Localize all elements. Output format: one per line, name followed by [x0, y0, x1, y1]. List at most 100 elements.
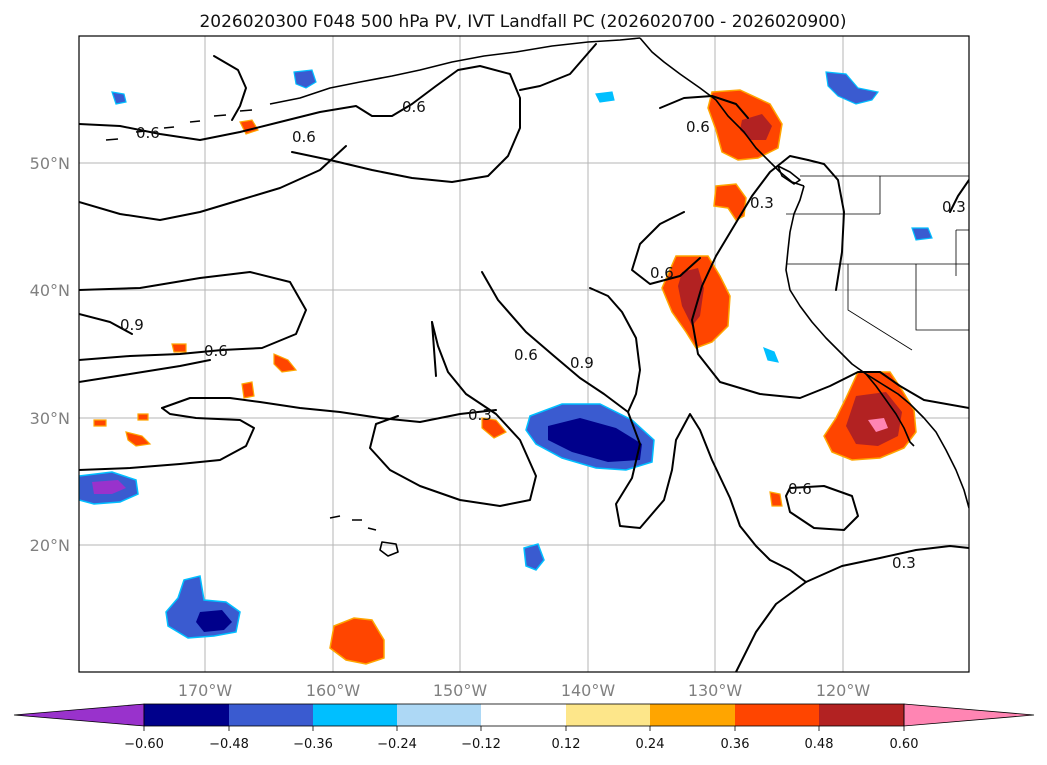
contour-label: 0.3: [750, 194, 774, 212]
figure-title: 2026020300 F048 500 hPa PV, IVT Landfall…: [199, 12, 846, 32]
colorbar-segment: [735, 704, 819, 726]
contour-line-central-south: [161, 397, 497, 423]
contour-label: 0.6: [136, 124, 160, 142]
contour-line-east-ridge: [589, 287, 641, 413]
small-positive-blob-7: [769, 491, 783, 507]
small-negative-blob-3: [595, 91, 615, 103]
small-positive-blob-9: [137, 413, 149, 421]
contour-label: 0.6: [402, 98, 426, 116]
contour-line-subpolar: [519, 43, 597, 91]
contour-label: 0.3: [468, 406, 492, 424]
colorbar-extend-high: [903, 703, 1035, 727]
contour-line-coastal-2: [807, 159, 845, 291]
colorbar-segment: [397, 704, 481, 726]
negative-core-subtropics: [548, 418, 642, 462]
contour-line-rockies: [949, 179, 969, 213]
contour-line-subtropical-ridge: [481, 271, 807, 583]
positive-core-offshore-oregon: [678, 268, 704, 326]
latitude-labels: 50°N 40°N 30°N 20°N: [30, 154, 70, 555]
contour-label: 0.6: [686, 118, 710, 136]
colorbar-tick-label: 0.24: [636, 737, 665, 752]
lat-label: 30°N: [30, 409, 70, 428]
lon-label: 120°W: [816, 681, 871, 700]
small-positive-blob-6: [481, 417, 507, 439]
lat-label: 40°N: [30, 281, 70, 300]
contour-line-coastal-trough: [691, 155, 969, 409]
pv-contours: [79, 43, 969, 672]
lon-label: 160°W: [306, 681, 361, 700]
contour-label: 0.9: [120, 316, 144, 334]
contour-label: 0.6: [204, 342, 228, 360]
contour-line-central-loop: [369, 321, 537, 507]
contour-line-north: [79, 65, 521, 183]
positive-core-baja: [846, 392, 902, 446]
contour-line-south-east: [735, 545, 969, 672]
colorbar-ticks: [143, 726, 905, 731]
alaska-coastline: [269, 37, 641, 105]
colorbar-segment: [229, 704, 313, 726]
colorbar-segment: [144, 704, 229, 726]
filled-regions: [79, 69, 933, 665]
small-positive-blob-4: [273, 353, 298, 373]
colorbar-extend-low: [13, 703, 145, 727]
lat-label: 50°N: [30, 154, 70, 173]
north-america-west-coast: [785, 185, 969, 509]
baja-peninsula: [865, 373, 915, 447]
colorbar-segment: [313, 704, 397, 726]
lon-label: 140°W: [561, 681, 616, 700]
colorbar-tick-label: −0.48: [209, 737, 249, 752]
colorbar-tick-label: 0.12: [552, 737, 581, 752]
small-negative-blob-2: [293, 69, 317, 89]
lon-label: 170°W: [178, 681, 233, 700]
contour-line-south-west: [79, 407, 255, 471]
hawaiian-islands: [329, 515, 399, 557]
contour-line-mid-west-2: [79, 313, 133, 335]
contour-line-east-south-loop: [785, 485, 859, 531]
colorbar-tick-label: −0.36: [293, 737, 333, 752]
positive-anomaly-hawaii: [329, 617, 385, 665]
colorbar-tick-label: 0.48: [805, 737, 834, 752]
negative-anomaly-central: [523, 543, 545, 571]
contour-line-mid-west: [79, 271, 307, 361]
lon-label: 130°W: [688, 681, 743, 700]
contour-line-east-loop: [631, 211, 701, 285]
colorbar-tick-label: −0.60: [124, 737, 164, 752]
map-frame: [78, 35, 970, 673]
contour-label: 0.6: [650, 264, 674, 282]
state-borders: [786, 176, 969, 351]
small-positive-blob-3: [241, 381, 255, 399]
coastlines: [105, 37, 969, 557]
lat-label: 20°N: [30, 536, 70, 555]
colorbar-tick-label: −0.24: [377, 737, 417, 752]
negative-core-far-west: [92, 480, 126, 494]
political-borders: [786, 175, 969, 351]
positive-anomaly-bc-coast: [713, 183, 747, 221]
contour-label: 0.6: [514, 346, 538, 364]
small-positive-blob-5: [125, 431, 152, 447]
colorbar-segment: [819, 704, 904, 726]
colorbar-segment: [566, 704, 650, 726]
vancouver-island: [777, 165, 801, 185]
contour-line-central-tongue: [431, 321, 437, 377]
positive-peak-baja: [868, 418, 888, 432]
longitude-labels: 170°W 160°W 150°W 140°W 130°W 120°W: [178, 681, 871, 700]
contour-line-aleutian-loop: [213, 55, 247, 121]
colorbar-outline: [143, 703, 905, 727]
colorbar-segment: [481, 704, 566, 726]
contour-labels: 0.6 0.6 0.6 0.3 0.6 0.3 0.9 0.6 0.6 0.3 …: [120, 98, 966, 572]
small-negative-blob-5: [911, 227, 933, 241]
contour-label: 0.3: [892, 554, 916, 572]
small-negative-blob-6: [763, 346, 779, 363]
contour-line-alaska-gulf: [659, 95, 749, 119]
colorbar: −0.60 −0.48 −0.36 −0.24 −0.12 0.12 0.24 …: [13, 703, 1035, 752]
small-positive-blob-2: [171, 343, 187, 353]
contour-label: 0.9: [570, 354, 594, 372]
contour-line-mid-west-3: [79, 359, 211, 383]
negative-core-west-pacific: [196, 610, 232, 632]
contour-label: 0.3: [942, 198, 966, 216]
small-positive-blob-8: [93, 419, 107, 427]
colorbar-tick-label: −0.12: [461, 737, 501, 752]
lon-label: 150°W: [433, 681, 488, 700]
small-negative-blob-4: [825, 71, 880, 105]
small-negative-blob-1: [111, 91, 127, 105]
